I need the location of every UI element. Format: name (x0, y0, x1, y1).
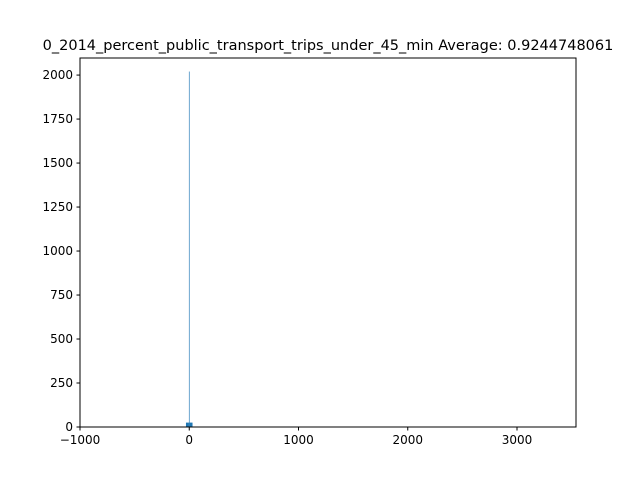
y-tick-label: 1250 (42, 200, 73, 214)
y-tick-label: 0 (65, 420, 73, 434)
x-tick-label: 0 (185, 433, 193, 447)
plot-frame (79, 57, 577, 428)
x-tick-label: 3000 (502, 433, 533, 447)
bar (188, 71, 190, 428)
bar (185, 422, 189, 427)
y-tick-label: 2000 (42, 68, 73, 82)
y-tick-label: 1500 (42, 156, 73, 170)
y-tick-label: 250 (50, 376, 73, 390)
x-tick-label: −1000 (60, 433, 101, 447)
y-tick-label: 500 (50, 332, 73, 346)
y-tick-label: 750 (50, 288, 73, 302)
y-tick-label: 1000 (42, 244, 73, 258)
x-tick-label: 2000 (392, 433, 423, 447)
chart-title: 0_2014_percent_public_transport_trips_un… (43, 38, 614, 54)
y-tick-label: 1750 (42, 112, 73, 126)
bar (189, 422, 193, 427)
x-tick-label: 1000 (283, 433, 314, 447)
